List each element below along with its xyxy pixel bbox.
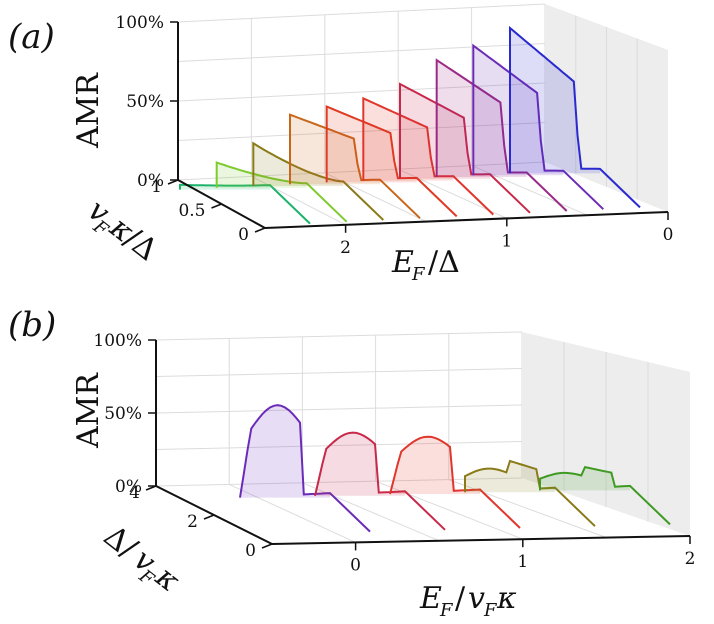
panel-a-y-tick-mark <box>254 227 266 233</box>
panel-a-series-line <box>362 96 494 216</box>
panel-b-chart: (b) AMR 0% 50% 100% 0 1 2 0 2 4 E F / v F κ Δ/ v… <box>8 305 695 621</box>
panel-b-x-title: E F / v F κ <box>419 581 517 621</box>
panel-b-grid-h <box>155 441 523 450</box>
panel-a-series-line <box>215 161 348 223</box>
panel-a-y-tick-label: 0 <box>238 225 249 245</box>
panel-b-x-axis <box>271 535 691 545</box>
panel-b-x-tick-label: 1 <box>517 552 528 572</box>
panel-a-series-line <box>325 105 458 218</box>
svg-text:F: F <box>483 600 498 621</box>
panel-a-grid-h <box>177 122 546 141</box>
panel-a-series-line <box>509 25 641 209</box>
panel-b-grid-h <box>155 477 523 487</box>
panel-a-z-tick-label: 50% <box>126 92 164 112</box>
panel-a-y-tick-mark <box>167 179 179 185</box>
panel-a-y-title: v F κ /Δ <box>81 193 164 268</box>
panel-b-y-tick-mark <box>203 514 215 520</box>
panel-a-grid-h <box>177 161 546 181</box>
panel-a-grid-h <box>177 43 546 62</box>
panel-b-z-tick-label: 100% <box>93 331 142 351</box>
panel-a-z-tick-label: 0% <box>137 171 164 191</box>
panel-a-letter: (a) <box>8 17 55 57</box>
svg-text:κ: κ <box>148 559 186 600</box>
panel-a-series-line <box>179 183 311 225</box>
panel-b-y-tick-mark <box>261 543 273 549</box>
svg-text:/Δ: /Δ <box>428 245 460 280</box>
panel-b-y-tick-label: 4 <box>129 483 140 503</box>
panel-b-z-title: AMR <box>71 372 106 449</box>
panel-a-series-line <box>399 82 531 214</box>
panel-b-series-fill <box>240 405 330 498</box>
panel-a-series-line <box>472 43 604 210</box>
panel-b-letter: (b) <box>8 305 56 345</box>
panel-b-series-line <box>314 431 446 531</box>
panel-a-y-tick-label: 0.5 <box>178 201 205 221</box>
svg-text:v: v <box>468 581 485 616</box>
panel-a-x-axis <box>264 211 669 229</box>
panel-b-grid-h <box>155 404 523 414</box>
svg-text:E: E <box>419 581 442 616</box>
panel-b-grid-h <box>155 331 523 341</box>
panel-b-series-line <box>239 404 371 533</box>
panel-a-x-title: E F /Δ <box>391 245 460 285</box>
panel-b-y-tick-mark <box>145 485 157 491</box>
panel-a-x-tick-label: 2 <box>340 238 351 258</box>
panel-b-series-line <box>464 459 596 527</box>
panel-b-x-tick-label: 0 <box>350 555 361 575</box>
svg-text:F: F <box>439 600 454 621</box>
panel-a-y-tick-mark <box>211 203 222 209</box>
panel-b-x-tick-label: 2 <box>685 549 696 569</box>
panel-b-y-tick-label: 0 <box>245 541 256 561</box>
panel-b-series-fill <box>390 436 480 494</box>
panel-a-y-tick-label: 1 <box>151 177 162 197</box>
svg-text:/: / <box>455 581 466 616</box>
panel-b-z-tick-label: 0% <box>115 477 142 497</box>
panel-b-series-line <box>539 465 671 526</box>
panel-a-series-line <box>289 113 421 219</box>
panel-b-z-tick-label: 50% <box>104 404 142 424</box>
svg-text:F: F <box>411 264 426 285</box>
panel-a-x-tick-label: 1 <box>501 231 512 251</box>
panel-a-z-tick-label: 100% <box>115 13 164 33</box>
panel-b-y-title: Δ/ v F κ <box>97 519 186 600</box>
svg-text:E: E <box>391 245 414 280</box>
panel-b-grid-h <box>155 368 523 377</box>
panel-a-x-tick-label: 0 <box>663 225 674 245</box>
panel-b-series-line <box>389 435 521 529</box>
panel-b-floor-grid <box>228 483 356 543</box>
panel-a-grid-h <box>177 3 546 23</box>
panel-a-series-fill <box>253 143 344 186</box>
panel-a-chart: (a) AMR 0% 50% 100% 2 1 0 0 0.5 1 E F /Δ v F κ /… <box>8 3 674 285</box>
panel-a-series-line <box>435 58 568 212</box>
panel-b-y-tick-label: 2 <box>187 512 198 532</box>
panel-a-grid-h <box>177 82 546 102</box>
panel-b-series-fill <box>315 432 405 496</box>
svg-text:κ: κ <box>496 581 517 616</box>
panel-a-z-title: AMR <box>71 72 106 149</box>
panel-a-series-line <box>252 141 384 221</box>
